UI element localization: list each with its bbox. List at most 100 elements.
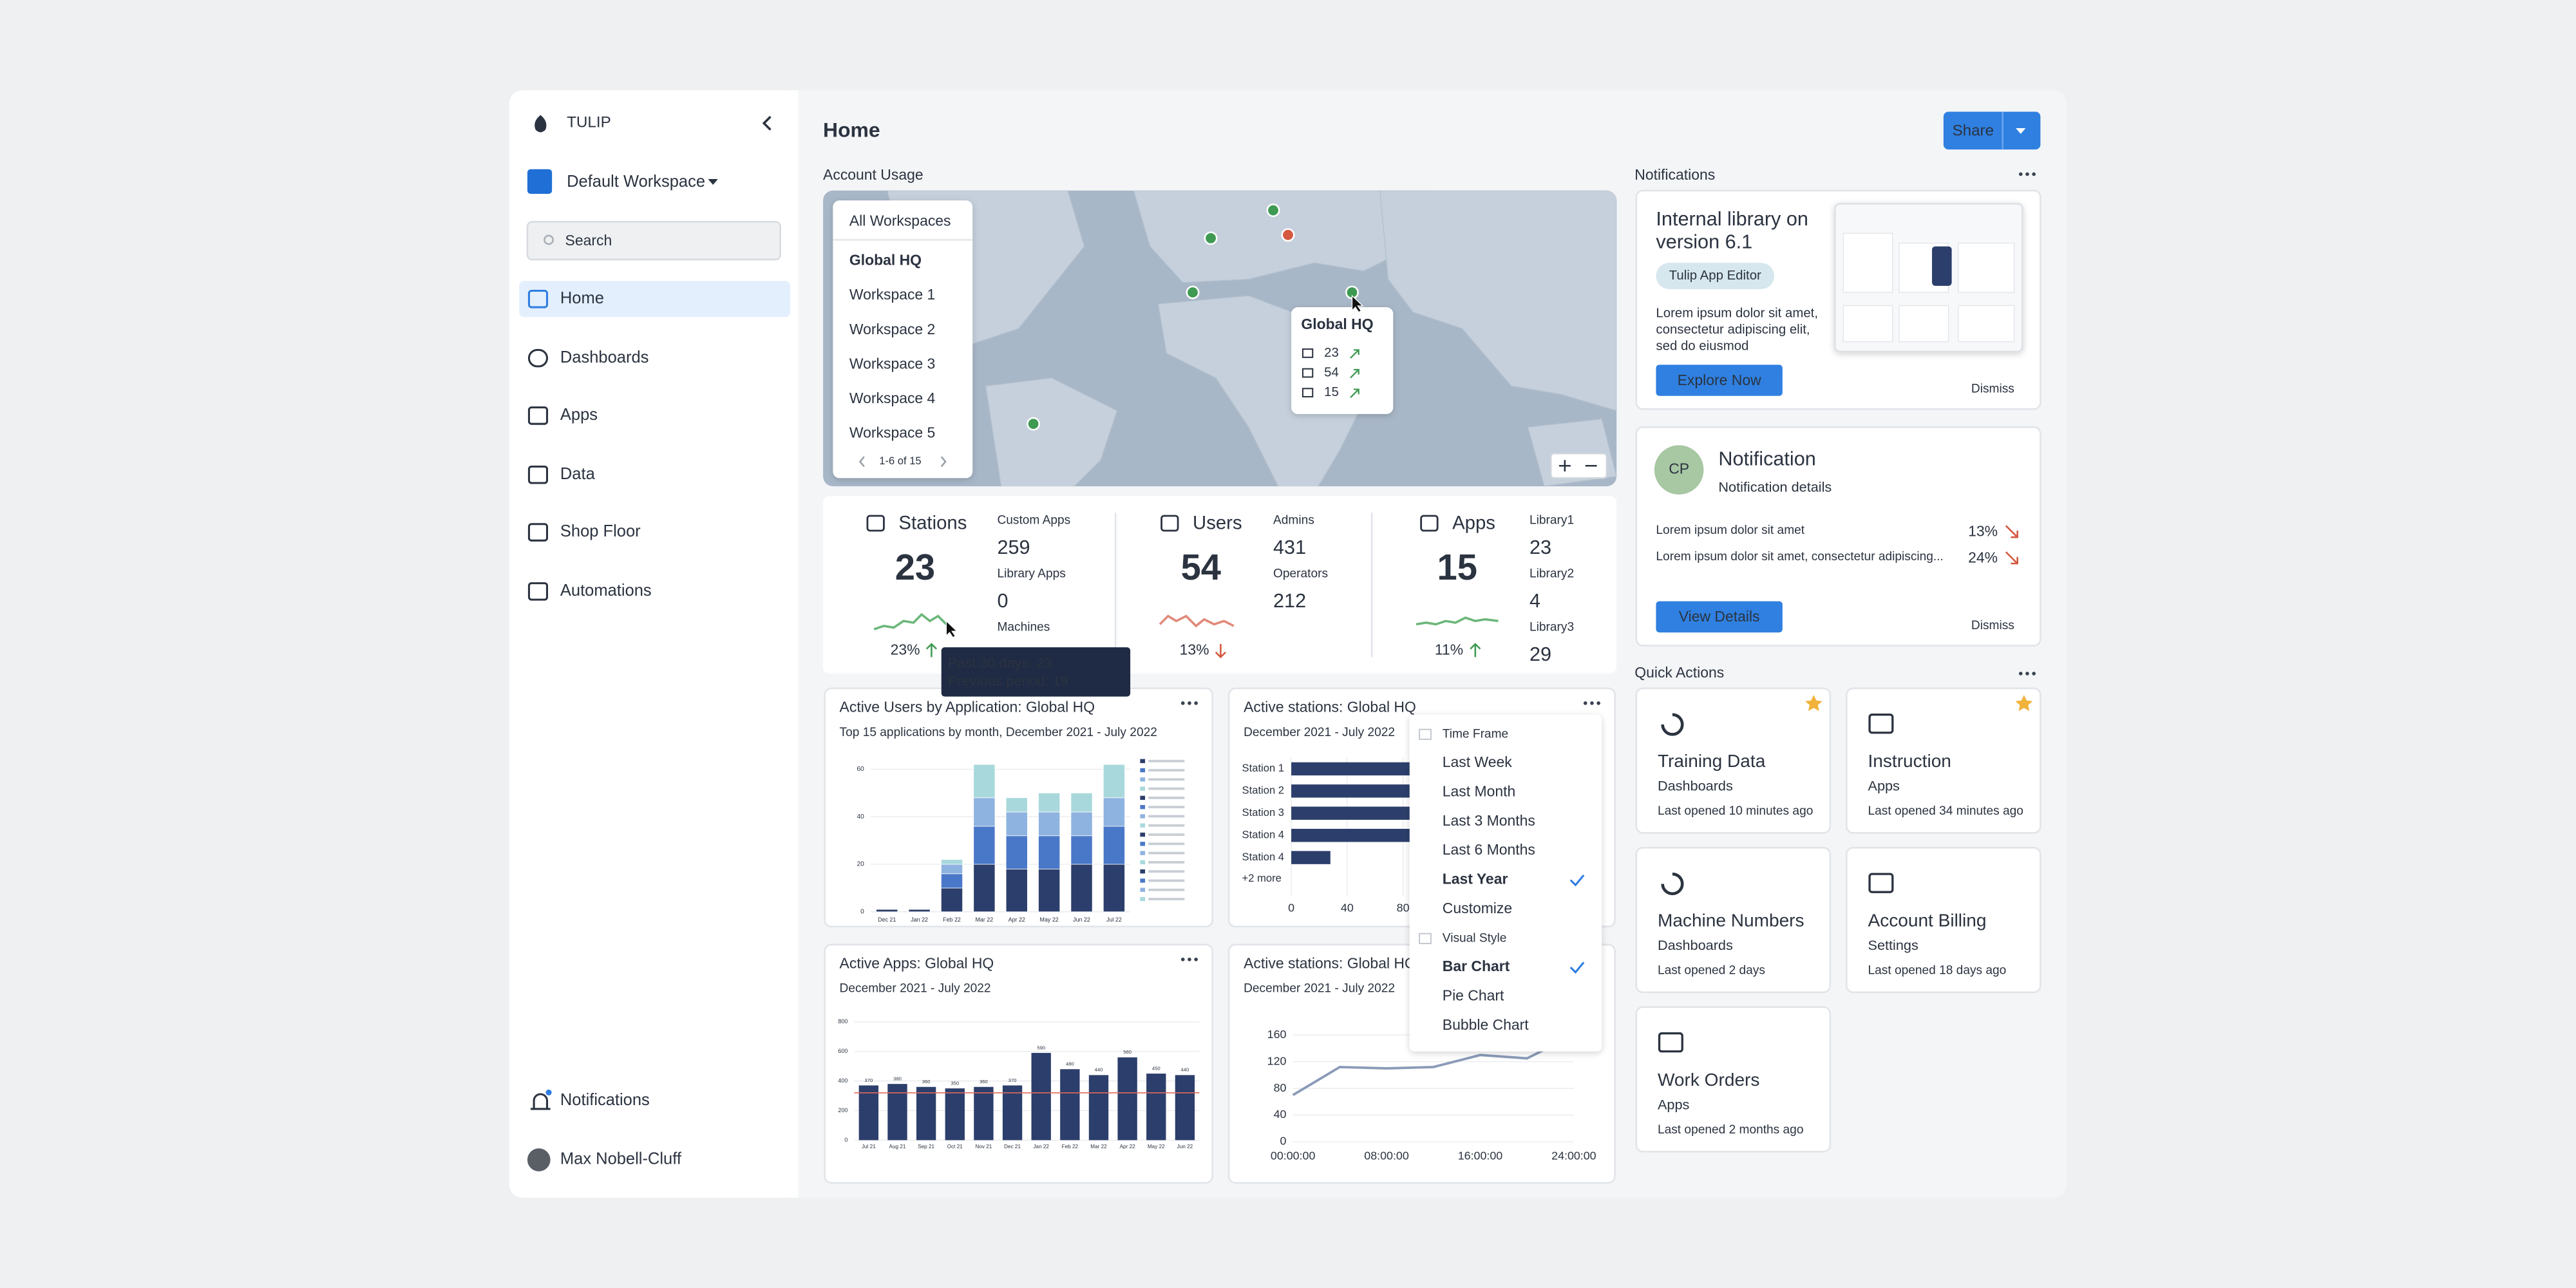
quick-action-tile[interactable] xyxy=(1846,687,2041,834)
nav-item[interactable]: Dashboards xyxy=(560,348,649,366)
stat-detail-label: Machines xyxy=(997,621,1050,634)
quick-action-tile[interactable] xyxy=(1635,1006,1832,1153)
x-tick-label: Dec 21 xyxy=(1004,1144,1021,1150)
dropdown-option[interactable]: Last 3 Months xyxy=(1443,812,1535,829)
workspace-panel xyxy=(833,200,973,478)
dropdown-option[interactable]: Bar Chart xyxy=(1443,958,1510,974)
notification-row: Lorem ipsum dolor sit amet xyxy=(1656,524,1804,537)
zoom-control xyxy=(1549,452,1608,479)
dropdown-option[interactable]: Last Week xyxy=(1443,753,1512,770)
legend-swatch xyxy=(1140,878,1146,883)
thumbnail-block xyxy=(1958,305,2015,343)
stat-label: Users xyxy=(1193,513,1242,534)
trend-arrow xyxy=(1350,349,1359,359)
footer-item[interactable]: Notifications xyxy=(560,1091,650,1109)
quick-action-tile[interactable] xyxy=(1635,847,1832,994)
value-label: 560 xyxy=(1123,1049,1132,1055)
nav-item[interactable]: Automations xyxy=(560,582,652,600)
dropdown-option[interactable]: Customize xyxy=(1443,900,1512,916)
sparkline xyxy=(873,612,949,630)
workspace-item[interactable]: Workspace 3 xyxy=(849,355,935,372)
tile-last-opened: Last opened 2 days xyxy=(1658,964,1765,978)
nav-item[interactable]: Shop Floor xyxy=(560,522,641,540)
bar xyxy=(1146,1074,1166,1141)
chart-title: Active stations: Global HQ xyxy=(1244,955,1416,972)
nav-item[interactable]: Apps xyxy=(560,406,598,424)
x-tick-label: 80 xyxy=(1397,901,1410,914)
category-label: Station 4 xyxy=(1242,829,1284,841)
workspace-all[interactable]: All Workspaces xyxy=(849,212,951,229)
nav-item[interactable]: Home xyxy=(560,289,604,307)
bar-segment xyxy=(1103,764,1125,799)
workspace-item[interactable]: Workspace 5 xyxy=(849,424,935,441)
map-pin[interactable] xyxy=(1204,231,1218,245)
workspace-item[interactable]: Workspace 2 xyxy=(849,321,935,337)
dropdown-option[interactable]: Last Year xyxy=(1443,871,1508,887)
more-dot xyxy=(1188,701,1191,705)
primary-button[interactable] xyxy=(1656,601,1783,633)
dismiss[interactable]: Dismiss xyxy=(1971,619,2014,632)
sparkline xyxy=(1416,616,1499,626)
footer-item[interactable]: Max Nobell-Cluff xyxy=(560,1150,682,1168)
category-label: Station 3 xyxy=(1242,806,1284,819)
collapse-icon[interactable] xyxy=(762,115,772,131)
dropdown-option[interactable]: Pie Chart xyxy=(1443,987,1504,1004)
search-box[interactable] xyxy=(526,221,782,261)
tile-icon xyxy=(1661,713,1684,736)
trend-arrow xyxy=(925,643,937,658)
bar xyxy=(1291,762,1417,776)
bar xyxy=(1291,784,1410,798)
share-button[interactable] xyxy=(1943,111,2041,150)
value-label: 590 xyxy=(1037,1045,1045,1050)
tile-category: Apps xyxy=(1868,778,1900,794)
more-dot xyxy=(1180,957,1185,961)
stat-icon xyxy=(1420,515,1439,532)
section-label: Account Usage xyxy=(823,166,923,183)
star xyxy=(2015,695,2033,712)
tile-title: Training Data xyxy=(1658,751,1766,771)
tag-label: Tulip App Editor xyxy=(1669,269,1761,283)
dropdown-option[interactable]: Last 6 Months xyxy=(1443,841,1535,858)
notification-body: Lorem ipsum dolor sit amet, xyxy=(1656,307,1818,321)
y-tick-label: 120 xyxy=(1267,1054,1287,1067)
map-pin[interactable] xyxy=(1281,228,1295,242)
stat-detail-value: 259 xyxy=(997,536,1030,558)
nav-highlight xyxy=(519,281,791,317)
more-dot xyxy=(2018,672,2023,676)
map-pin[interactable] xyxy=(1266,204,1280,217)
dropdown-option[interactable]: Last Month xyxy=(1443,782,1515,799)
bar-segment xyxy=(1070,864,1093,913)
quick-action-tile[interactable] xyxy=(1635,687,1832,834)
map-tooltip-value: 23 xyxy=(1324,346,1339,360)
workspace-item[interactable]: Global HQ xyxy=(849,252,922,269)
map-pin[interactable] xyxy=(1027,417,1041,431)
dismiss[interactable]: Dismiss xyxy=(1971,383,2014,396)
primary-button[interactable] xyxy=(1656,365,1783,396)
stat-detail-value: 212 xyxy=(1273,590,1306,612)
star xyxy=(1805,695,1823,712)
thumbnail-block xyxy=(1842,232,1893,293)
workspace-item[interactable]: Workspace 4 xyxy=(849,390,936,406)
nav-item[interactable]: Data xyxy=(560,465,596,483)
map-pin[interactable] xyxy=(1186,285,1200,299)
x-tick-label: 0 xyxy=(1288,901,1294,914)
bar xyxy=(974,1086,994,1141)
quick-action-tile[interactable] xyxy=(1846,847,2041,994)
workspace-name[interactable]: Default Workspace xyxy=(567,173,705,191)
bar-segment xyxy=(973,826,996,865)
x-tick-label: Sep 21 xyxy=(918,1144,934,1150)
workspace-item[interactable]: Workspace 1 xyxy=(849,286,935,303)
chart-title: Active Apps: Global HQ xyxy=(840,955,994,972)
nav-icon xyxy=(527,290,549,308)
line-series xyxy=(1292,1034,1575,1097)
dropdown-option[interactable]: Bubble Chart xyxy=(1443,1016,1530,1033)
zoom-in[interactable] xyxy=(1558,460,1571,472)
x-tick-label: Nov 21 xyxy=(976,1144,992,1150)
value-label: 480 xyxy=(1066,1061,1074,1067)
bar xyxy=(858,1085,879,1141)
stat-icon xyxy=(1160,515,1179,532)
thumbnail-block xyxy=(1842,305,1893,343)
y-tick-label: 0 xyxy=(844,1137,848,1143)
tile-icon xyxy=(1868,714,1894,734)
dropdown-header: Time Frame xyxy=(1443,727,1508,741)
